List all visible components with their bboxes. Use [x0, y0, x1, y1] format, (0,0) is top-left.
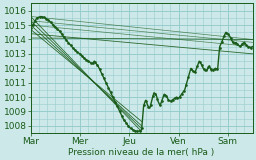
X-axis label: Pression niveau de la mer( hPa ): Pression niveau de la mer( hPa ) — [68, 148, 215, 156]
